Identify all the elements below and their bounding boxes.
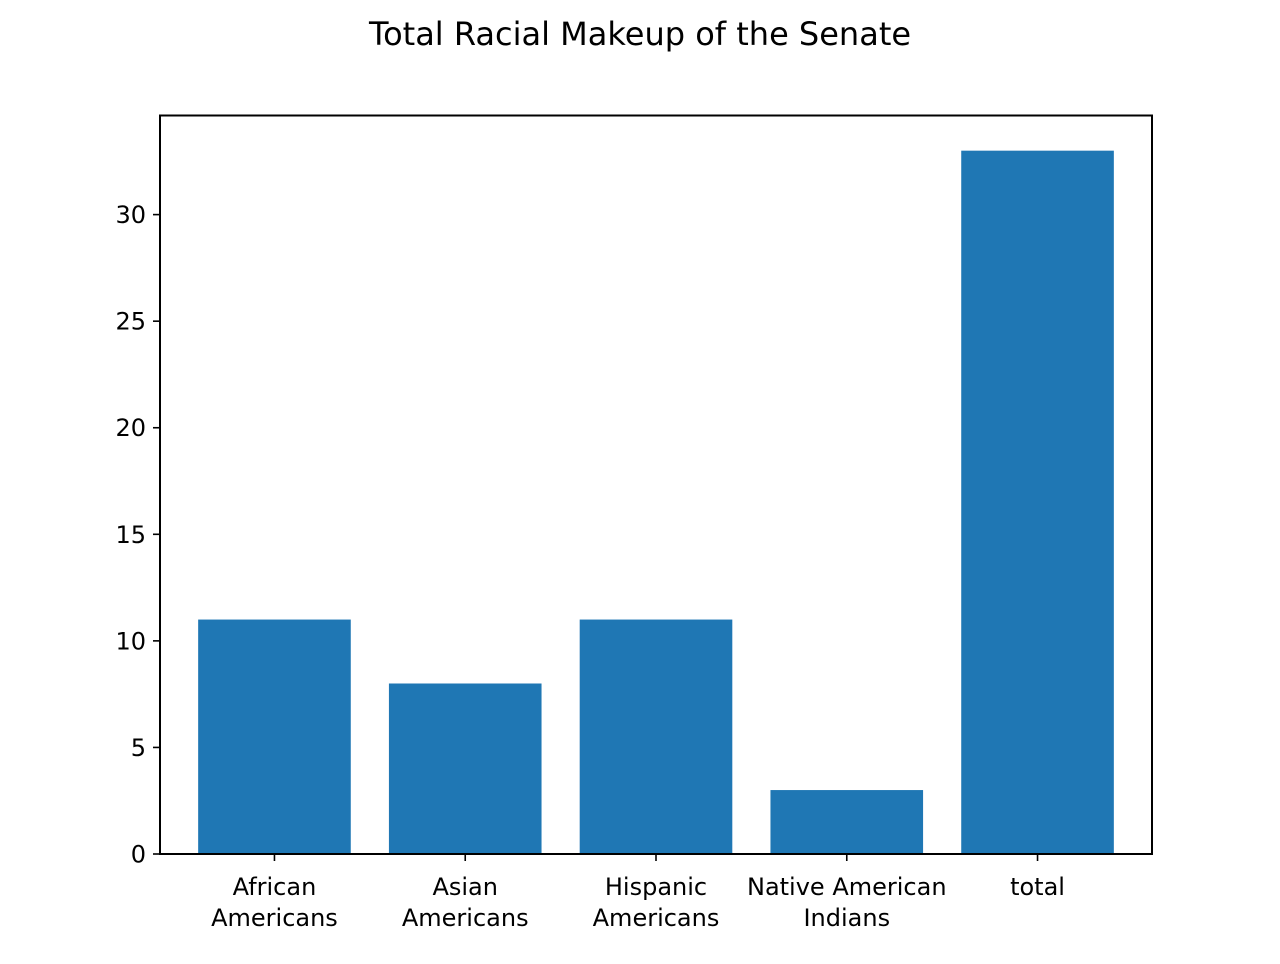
y-tick-label: 30 bbox=[115, 201, 146, 229]
bar-0 bbox=[198, 619, 351, 854]
bar-2 bbox=[579, 619, 733, 854]
x-tick-label: Americans bbox=[211, 904, 338, 932]
bar-1 bbox=[388, 683, 542, 854]
y-tick-label: 0 bbox=[131, 841, 146, 869]
y-axis: 0 5 10 15 20 25 30 bbox=[115, 201, 160, 869]
y-tick-label: 10 bbox=[115, 627, 146, 655]
x-tick-label: Hispanic bbox=[605, 873, 707, 901]
bar-3 bbox=[770, 790, 924, 854]
y-tick-label: 20 bbox=[115, 414, 146, 442]
x-axis: African Americans Asian Americans Hispanic Am… bbox=[211, 854, 1065, 932]
x-tick-label: African bbox=[233, 873, 317, 901]
x-tick-label: Indians bbox=[803, 904, 890, 932]
y-tick-label: 15 bbox=[115, 521, 146, 549]
bar-4 bbox=[961, 150, 1114, 854]
plot-area-frame bbox=[159, 114, 1153, 855]
bars-layer bbox=[198, 150, 1114, 854]
x-tick-label: Asian bbox=[432, 873, 498, 901]
x-tick-label: total bbox=[1010, 873, 1065, 901]
x-tick-label: Americans bbox=[402, 904, 529, 932]
x-tick-label: Americans bbox=[593, 904, 720, 932]
y-tick-label: 25 bbox=[115, 308, 146, 336]
y-tick-label: 5 bbox=[131, 734, 146, 762]
chart-title: Total Racial Makeup of the Senate bbox=[368, 15, 911, 53]
x-tick-label: Native American bbox=[747, 873, 947, 901]
